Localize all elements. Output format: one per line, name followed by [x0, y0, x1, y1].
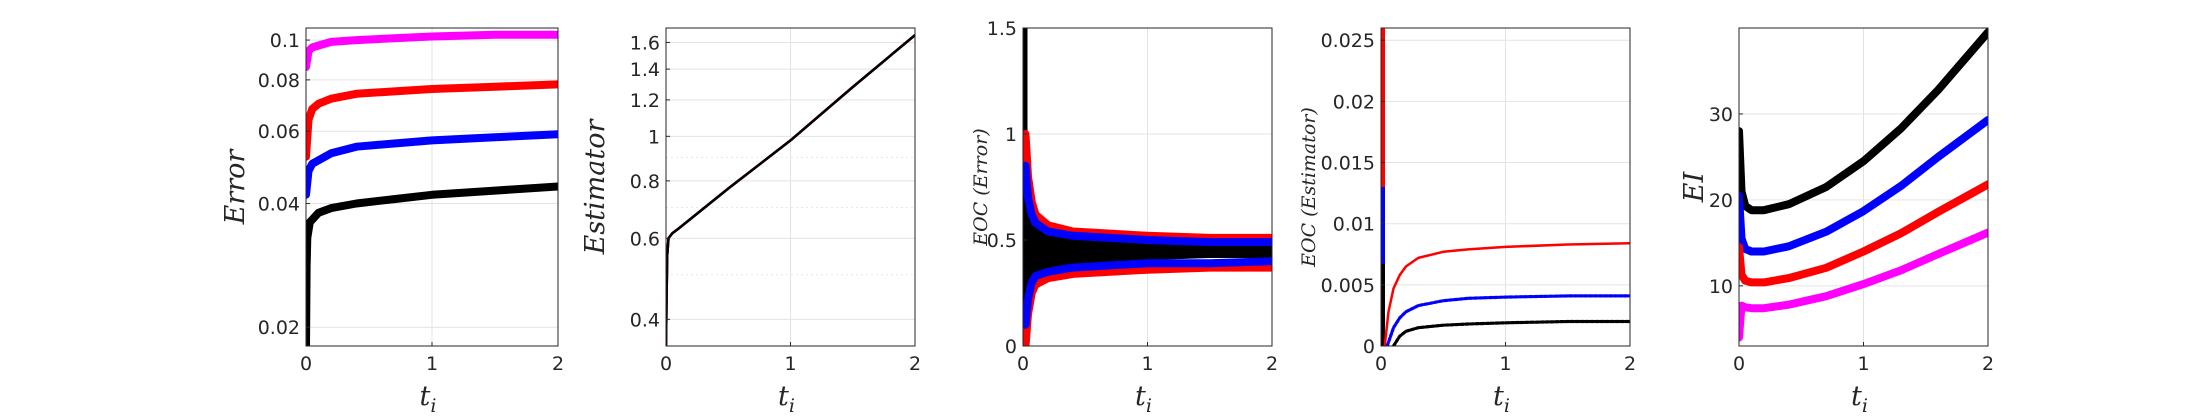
data-series-line: [666, 33, 915, 346]
y-tick-label: 0.06: [258, 121, 300, 143]
x-tick-label: 2: [1266, 353, 1278, 375]
y-tick-label: 0.02: [1333, 91, 1375, 113]
x-axis-label: ti: [1493, 381, 1510, 417]
x-tick-label: 0: [1375, 353, 1387, 375]
x-tick-label: 1: [426, 353, 438, 375]
data-series-line: [1385, 294, 1630, 346]
chart-panel-eoc-estimator: 0 1 2 0 0.005 0.01 0.015 0.02 0.025 ti EOC (Estima…: [1298, 27, 1636, 417]
data-series-line: [306, 80, 558, 161]
y-axis-label: Error: [220, 148, 251, 226]
y-axis-label-suffix: ): [970, 128, 992, 136]
data-series-line: [1739, 228, 1988, 342]
x-axis-label-subscript: i: [1862, 395, 1868, 417]
x-tick-label: 1: [784, 353, 796, 375]
x-tick-label: 1: [1141, 353, 1153, 375]
data-series-line: [1023, 257, 1272, 329]
y-tick-label: 0.08: [258, 70, 300, 92]
y-tick-label: 1.5: [987, 18, 1017, 40]
y-tick-label: 0.02: [258, 317, 300, 339]
data-series-line: [306, 130, 558, 199]
y-tick-label: 0.5: [987, 230, 1017, 252]
x-tick-label: 2: [1982, 353, 1994, 375]
chart-panel-error: 0 1 2 0.02 0.04 0.06 0.08 0.1 ti Error: [220, 27, 564, 417]
y-tick-label: 0.4: [630, 309, 660, 331]
x-tick-label: 0: [1733, 353, 1745, 375]
data-series-line: [1739, 180, 1988, 287]
y-tick-label: 0.025: [1321, 30, 1375, 52]
x-axis-label: ti: [778, 381, 795, 417]
x-tick-label: 2: [1624, 353, 1636, 375]
x-axis-label-subscript: i: [1504, 395, 1510, 417]
data-series-line: [1023, 161, 1272, 247]
data-series-line: [1023, 130, 1272, 242]
x-axis-label: ti: [420, 381, 437, 417]
y-tick-label: 0.005: [1321, 275, 1375, 297]
y-axis-label: EOC (Error): [970, 128, 992, 246]
x-axis-label: ti: [1851, 381, 1868, 417]
x-axis-label-subscript: i: [430, 395, 436, 417]
x-axis-label-subscript: i: [789, 395, 795, 417]
x-axis-label: ti: [1135, 381, 1152, 417]
plot-area: [306, 30, 558, 346]
y-tick-label: 0: [1005, 336, 1017, 358]
x-tick-label: 0: [300, 353, 312, 375]
y-tick-label: 1.4: [630, 59, 660, 81]
y-axis-label-prefix: EOC (: [1298, 209, 1320, 268]
plot-area: [1023, 28, 1272, 346]
x-tick-label: 1: [1857, 353, 1869, 375]
data-series-line: [1391, 319, 1630, 346]
plot-area: [1381, 28, 1630, 346]
x-tick-label: 2: [909, 353, 921, 375]
y-tick-label: 0.1: [270, 30, 300, 52]
y-tick-label: 20: [1709, 190, 1733, 212]
data-series-line: [306, 182, 558, 346]
y-tick-label: 0: [1363, 336, 1375, 358]
y-tick-label: 0.015: [1321, 153, 1375, 175]
plot-area: [1739, 28, 1988, 342]
data-series-line: [1739, 28, 1988, 215]
x-axis-label-subscript: i: [1146, 395, 1152, 417]
chart-panel-ei: 0 1 2 10 20 30 ti EI: [1679, 27, 1994, 417]
x-tick-label: 2: [552, 353, 564, 375]
x-tick-label: 0: [1017, 353, 1029, 375]
y-axis-label-suffix: ): [1298, 107, 1320, 115]
y-tick-label: 0.01: [1333, 214, 1375, 236]
y-axis-label: EI: [1679, 170, 1710, 203]
y-tick-label: 1: [1005, 124, 1017, 146]
plot-area: [666, 33, 915, 346]
data-series-line: [306, 30, 558, 71]
chart-panel-eoc-error: 0 1 2 0 0.5 1 1.5 ti EOC (Error): [970, 18, 1278, 417]
data-series-line: [1383, 242, 1630, 346]
x-tick-label: 0: [660, 353, 672, 375]
y-tick-label: 1.2: [630, 90, 660, 112]
y-tick-label: 10: [1709, 276, 1733, 298]
x-tick-label: 1: [1499, 353, 1511, 375]
data-series-line: [1023, 263, 1272, 346]
y-axis-label-inner: Estimator: [1298, 113, 1320, 211]
y-tick-label: 1.6: [630, 32, 660, 54]
y-tick-label: 1: [648, 126, 660, 148]
y-tick-label: 0.6: [630, 228, 660, 250]
data-series-line: [1739, 116, 1988, 256]
y-axis-label: Estimator: [580, 118, 611, 256]
chart-panel-estimator: 0 1 2 0.4 0.6 0.8 1 1.2 1.4 1.6 ti Estimator: [580, 27, 921, 417]
y-axis-label: EOC (Estimator): [1298, 107, 1320, 268]
y-tick-label: 0.8: [630, 171, 660, 193]
y-axis-label-inner: Error: [970, 134, 992, 189]
y-tick-label: 0.04: [258, 194, 300, 216]
y-tick-label: 30: [1709, 104, 1733, 126]
y-axis-label-prefix: EOC (: [970, 188, 992, 247]
